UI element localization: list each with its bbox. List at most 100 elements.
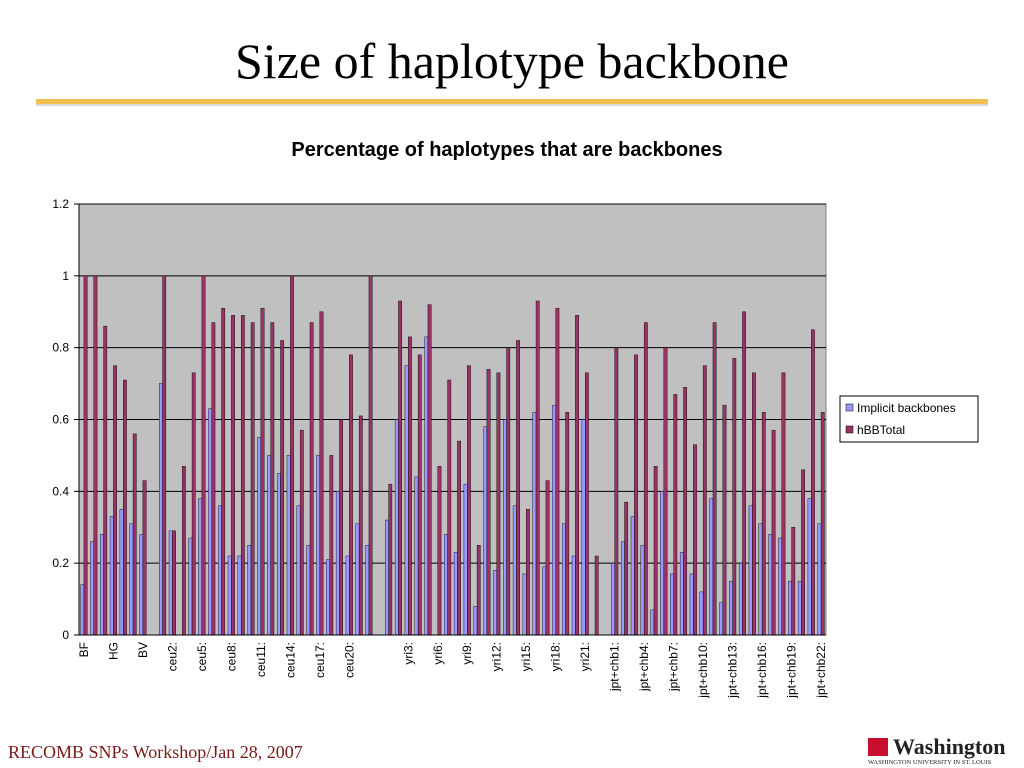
bar: [398, 300, 402, 636]
bar: [535, 300, 540, 636]
bar: [444, 534, 448, 636]
bar: [699, 591, 704, 636]
bar: [679, 552, 684, 636]
x-tick-label: yri6:: [431, 642, 445, 665]
bar: [198, 498, 203, 636]
bar: [388, 483, 393, 636]
bar: [368, 275, 373, 636]
bar: [778, 537, 782, 636]
bar: [201, 275, 206, 636]
x-tick-label: BF: [77, 642, 91, 657]
bar: [473, 606, 478, 636]
bar: [732, 358, 737, 636]
y-tick-label: 1: [62, 269, 69, 283]
x-tick-label: yri21:: [578, 642, 592, 671]
bar: [512, 505, 517, 636]
bar: [231, 315, 235, 636]
bar: [561, 523, 566, 636]
bar: [565, 412, 570, 636]
bar: [555, 307, 560, 636]
bar: [467, 365, 471, 636]
x-tick-label: ceu8:: [224, 642, 238, 671]
bar: [309, 322, 314, 636]
y-tick-label: 0.8: [52, 341, 69, 355]
bar: [483, 426, 488, 636]
x-tick-label: yri18:: [549, 642, 563, 671]
bar: [719, 602, 723, 636]
bar: [620, 541, 625, 636]
bar: [260, 307, 265, 636]
bar: [575, 315, 579, 636]
x-tick-label: jpt+chb7:: [667, 642, 681, 692]
logo-shield: [868, 738, 888, 756]
bar: [276, 473, 281, 636]
bar: [771, 430, 776, 636]
bar: [80, 584, 85, 636]
bar: [506, 347, 511, 636]
bar: [797, 580, 802, 636]
x-tick-label: ceu17:: [313, 642, 327, 678]
x-tick-label: jpt+chb22:: [814, 642, 828, 699]
x-tick-label: jpt+chb4:: [637, 642, 651, 692]
bar: [709, 498, 714, 636]
bar: [191, 372, 196, 636]
bar: [365, 545, 370, 636]
chart-title: Percentage of haplotypes that are backbo…: [291, 139, 722, 161]
bar: [211, 322, 216, 636]
bar: [257, 437, 262, 636]
bar: [290, 275, 294, 636]
bar: [807, 498, 812, 636]
bar: [781, 372, 786, 636]
bar: [702, 365, 707, 636]
bar: [316, 455, 321, 636]
bar: [329, 455, 334, 636]
bar: [663, 347, 668, 636]
bar: [345, 555, 350, 636]
bar: [752, 372, 756, 636]
bar: [385, 519, 389, 636]
bar: [630, 516, 635, 636]
legend-box: [839, 395, 979, 443]
bar: [742, 311, 746, 636]
bar: [227, 555, 232, 636]
bar: [286, 455, 291, 636]
bar: [113, 365, 117, 636]
bar: [791, 527, 796, 636]
bar: [335, 491, 340, 636]
bar: [437, 465, 442, 636]
bar: [408, 336, 412, 636]
bar: [584, 372, 589, 636]
legend-label: Implicit backbones: [857, 401, 956, 415]
bar: [496, 372, 501, 636]
bar: [159, 383, 163, 636]
bar: [503, 419, 507, 636]
bar: [476, 545, 481, 636]
bar: [453, 552, 458, 636]
bar: [486, 369, 491, 636]
bar: [296, 505, 301, 636]
bar: [139, 534, 144, 636]
bar: [355, 523, 360, 636]
bar: [93, 275, 98, 636]
bar: [532, 412, 537, 636]
y-tick-label: 0.4: [52, 484, 69, 498]
x-tick-label: BV: [136, 642, 150, 658]
bar: [417, 354, 422, 636]
y-tick-label: 1.2: [52, 197, 69, 211]
bar: [683, 386, 688, 636]
x-tick-label: yri9:: [460, 642, 474, 665]
x-tick-label: yri3:: [401, 642, 415, 665]
y-tick-label: 0.2: [52, 556, 69, 570]
bar: [404, 365, 409, 636]
bar: [427, 304, 432, 636]
bar: [250, 322, 255, 636]
bar: [188, 537, 193, 636]
bar: [123, 379, 127, 636]
bar: [712, 322, 717, 636]
bar: [424, 336, 429, 636]
bar: [457, 440, 461, 636]
bar: [100, 534, 104, 636]
bar: [729, 580, 733, 636]
bar: [722, 404, 727, 636]
